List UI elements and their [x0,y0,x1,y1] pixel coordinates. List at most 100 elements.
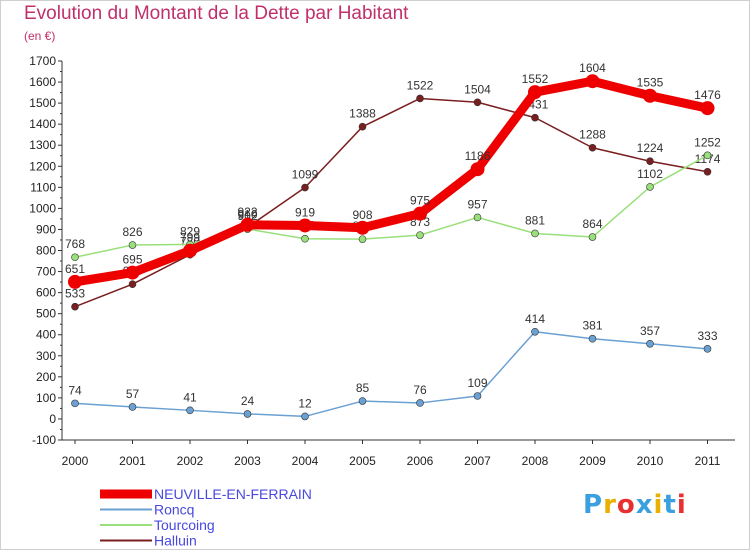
data-point-tourcoing [588,233,597,241]
data-label-roncq: 357 [640,324,660,338]
data-point-roncq [186,406,194,415]
data-label-halluin: 1504 [464,82,491,96]
data-label-neuville-en-ferrain: 1604 [579,61,606,75]
x-tick-label: 2005 [349,454,376,468]
data-point-tourcoing [646,183,654,191]
data-point-halluin [646,157,654,166]
x-tick-label: 2007 [464,454,491,468]
data-label-tourcoing: 902 [237,209,257,223]
logo-letter: o [616,490,636,520]
data-point-roncq [416,399,424,407]
data-point-roncq [301,412,309,421]
data-point-tourcoing [71,253,79,262]
data-point-halluin [301,183,309,192]
y-tick-label: 500 [36,307,56,321]
x-tick-label: 2002 [177,454,204,468]
y-tick-label: 400 [36,328,56,342]
data-point-roncq [128,403,137,411]
data-label-neuville-en-ferrain: 922 [237,205,257,219]
data-point-neuville-en-ferrain [528,85,542,100]
data-point-halluin [473,98,482,107]
proxiti-logo: Proxiti [583,490,687,520]
y-tick-label: 600 [36,286,56,300]
data-point-neuville-en-ferrain [298,218,312,233]
series-line-tourcoing [74,154,709,258]
data-label-neuville-en-ferrain: 975 [410,194,430,208]
y-tick-label: 1500 [29,96,56,110]
data-label-halluin: 1099 [292,168,319,182]
data-point-halluin [71,302,79,311]
data-label-neuville-en-ferrain: 695 [122,253,142,267]
data-point-neuville-en-ferrain [355,220,370,235]
y-tick-label: 300 [36,349,56,363]
data-point-neuville-en-ferrain [470,162,485,177]
data-label-tourcoing: 1102 [637,167,663,181]
logo-letter: t [663,490,677,520]
data-point-neuville-en-ferrain [700,101,715,116]
data-point-neuville-en-ferrain [413,206,427,221]
chart-unit-label: (en €) [24,29,56,43]
logo-letter: x [635,490,654,520]
y-tick-label: 900 [36,222,56,236]
data-label-halluin: 910 [237,207,257,221]
x-tick-label: 2003 [234,454,261,468]
y-tick-label: 100 [36,391,56,405]
data-point-tourcoing [703,151,712,160]
data-point-tourcoing [128,241,137,249]
data-label-roncq: 381 [582,319,602,333]
series-line-halluin [74,97,709,308]
data-point-tourcoing [358,235,367,243]
y-tick-label: 1100 [30,180,56,194]
data-point-roncq [358,397,367,405]
data-label-halluin: 1224 [637,141,664,155]
data-label-halluin: 1522 [407,78,434,92]
data-point-halluin [128,280,137,288]
data-label-tourcoing: 768 [65,237,85,251]
data-point-neuville-en-ferrain [643,88,657,103]
data-point-roncq [531,327,539,336]
legend-label-halluin: Halluin [154,533,197,549]
y-tick-label: 800 [36,244,56,258]
data-point-roncq [646,339,654,348]
data-label-tourcoing: 829 [180,224,200,238]
logo-letter: i [676,490,687,520]
data-label-roncq: 85 [356,381,370,395]
y-tick-label: 200 [36,370,56,384]
data-point-roncq [703,345,712,353]
data-label-neuville-en-ferrain: 1552 [522,72,549,86]
data-point-roncq [71,399,79,408]
data-point-roncq [243,410,252,418]
series-line-neuville-en-ferrain [70,76,712,287]
logo-letter: P [583,490,604,520]
data-label-roncq: 109 [467,376,487,390]
data-label-neuville-en-ferrain: 651 [65,262,85,276]
data-label-roncq: 57 [126,387,140,401]
data-label-tourcoing: 957 [467,197,487,211]
data-point-tourcoing [416,231,424,239]
legend-label-roncq: Roncq [154,502,194,518]
data-point-neuville-en-ferrain [125,265,140,280]
data-point-neuville-en-ferrain [68,274,82,289]
data-label-roncq: 414 [525,312,545,326]
data-label-halluin: 533 [65,287,85,301]
data-label-neuville-en-ferrain: 799 [180,231,200,245]
data-label-halluin: 1388 [349,107,376,121]
data-label-roncq: 74 [68,383,82,397]
data-point-halluin [358,122,367,131]
data-point-roncq [588,334,597,343]
y-tick-label: 1400 [29,117,56,131]
x-tick-label: 2000 [62,454,89,468]
x-tick-label: 2009 [579,454,606,468]
data-point-neuville-en-ferrain [183,243,197,258]
data-label-roncq: 24 [241,394,255,408]
data-point-tourcoing [301,234,309,243]
data-label-roncq: 76 [413,383,427,397]
data-point-halluin [703,167,712,176]
y-tick-label: 0 [49,412,56,426]
x-tick-label: 2006 [407,454,434,468]
data-point-tourcoing [473,213,482,222]
logo-letter: r [603,490,617,520]
legend-label-tourcoing: Tourcoing [154,517,215,533]
x-tick-label: 2004 [292,454,319,468]
